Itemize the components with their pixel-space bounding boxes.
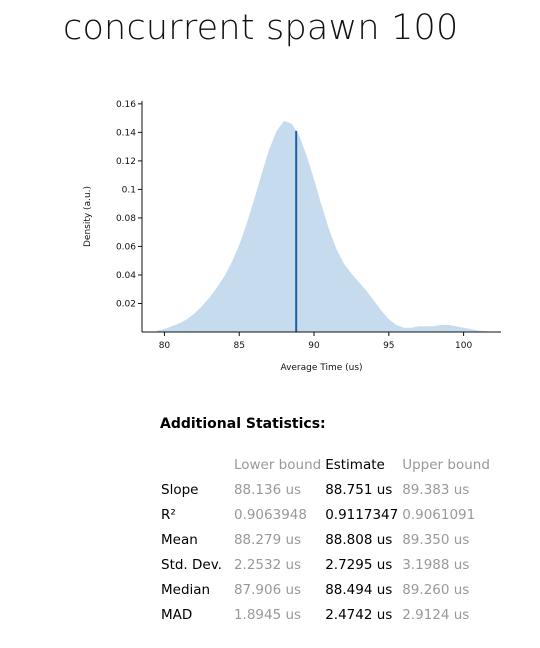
stats-row-median: Median 87.906 us 88.494 us 89.260 us	[159, 577, 492, 602]
stats-row-slope: Slope 88.136 us 88.751 us 89.383 us	[159, 477, 492, 502]
y-tick-label: 0.08	[116, 214, 136, 224]
stats-row-label: MAD	[161, 606, 193, 623]
y-tick-label: 0.12	[116, 157, 136, 167]
x-tick-label: 95	[383, 341, 394, 351]
density-area	[157, 121, 494, 332]
stats-upper-value: 0.9061091	[402, 506, 476, 523]
stats-estimate-value: 0.9117347	[325, 506, 399, 523]
stats-estimate-value: 88.494 us	[325, 581, 393, 598]
stats-estimate-value: 88.751 us	[325, 481, 393, 498]
stats-lower-value: 2.2532 us	[233, 556, 302, 573]
y-tick-label: 0.02	[116, 299, 136, 309]
stats-row-std-dev: Std. Dev. 2.2532 us 2.7295 us 3.1988 us	[159, 552, 492, 577]
stats-row-label: Std. Dev.	[161, 556, 222, 573]
stats-estimate-value: 2.7295 us	[325, 556, 393, 573]
y-tick-label: 0.16	[116, 100, 136, 110]
stats-lower-value: 87.906 us	[233, 581, 302, 598]
stats-header-empty	[159, 453, 232, 477]
page-title: concurrent spawn 100	[63, 8, 459, 48]
stats-upper-value: 89.350 us	[402, 531, 470, 548]
x-tick-label: 90	[308, 341, 320, 351]
stats-upper-value: 2.9124 us	[402, 606, 470, 623]
stats-row-label: Slope	[161, 481, 199, 498]
density-chart: 0.02 0.04 0.06 0.08 0.1 0.12 0.14 0.16 80 85 90 95 1…	[83, 100, 501, 373]
x-tick-label: 85	[234, 341, 245, 351]
plot-area: 0.02 0.04 0.06 0.08 0.1 0.12 0.14 0.16 80 85 90 95 1…	[83, 100, 501, 373]
y-tick-label: 0.06	[116, 242, 136, 252]
stats-row-mean: Mean 88.279 us 88.808 us 89.350 us	[159, 527, 492, 552]
stats-estimate-value: 88.808 us	[325, 531, 393, 548]
stats-lower-value: 88.136 us	[233, 481, 302, 498]
stats-header-upper: Upper bound	[402, 457, 490, 473]
y-axis-label: Density (a.u.)	[83, 186, 93, 247]
y-tick-label: 0.14	[116, 128, 136, 138]
stats-upper-value: 89.383 us	[402, 481, 470, 498]
x-tick-label: 100	[455, 341, 472, 351]
stats-heading: Additional Statistics:	[160, 416, 326, 432]
stats-header-lower: Lower bound	[233, 457, 322, 473]
stats-header-estimate: Estimate	[325, 457, 385, 473]
stats-upper-value: 3.1988 us	[402, 556, 470, 573]
stats-row-label: Median	[161, 581, 211, 598]
stats-lower-value: 1.8945 us	[233, 606, 302, 623]
y-tick-label: 0.1	[122, 185, 136, 195]
x-tick-label: 80	[159, 341, 171, 351]
stats-header-row: Lower bound Estimate Upper bound	[159, 453, 492, 477]
stats-upper-value: 89.260 us	[402, 581, 470, 598]
stats-lower-value: 0.9063948	[233, 506, 307, 523]
stats-lower-value: 88.279 us	[233, 531, 302, 548]
stats-estimate-value: 2.4742 us	[325, 606, 393, 623]
y-tick-label: 0.04	[116, 271, 136, 281]
stats-row-label: R²	[161, 506, 176, 523]
x-axis-label: Average Time (us)	[280, 363, 362, 373]
stats-table: Lower bound Estimate Upper bound Slope 8…	[159, 453, 492, 627]
stats-row-mad: MAD 1.8945 us 2.4742 us 2.9124 us	[159, 602, 492, 627]
stats-row-label: Mean	[161, 531, 198, 548]
stats-row-r2: R² 0.9063948 0.9117347 0.9061091	[159, 502, 492, 527]
